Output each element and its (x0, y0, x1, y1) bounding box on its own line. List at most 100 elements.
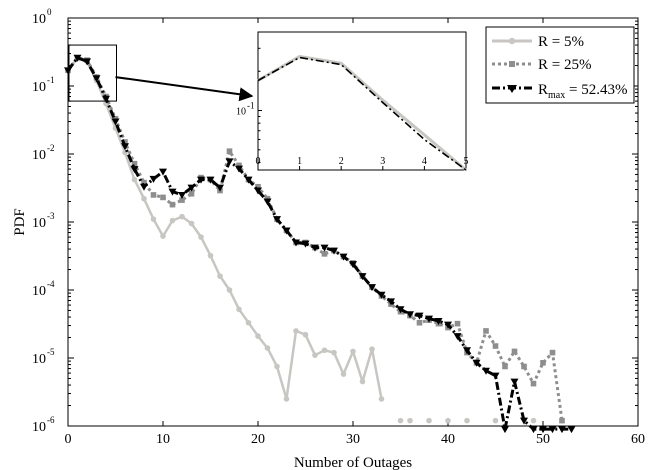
legend-label-rmax-rest: = 52.43% (565, 82, 627, 98)
inset-x-tick-label: 1 (297, 156, 302, 167)
data-point (434, 318, 443, 326)
series-group (64, 54, 576, 434)
data-point (483, 328, 489, 334)
data-point (539, 426, 547, 434)
data-point (140, 183, 148, 191)
data-point (149, 175, 158, 183)
data-point (150, 192, 157, 198)
data-point (510, 378, 519, 386)
inset-frame (257, 31, 467, 171)
data-point (130, 166, 139, 174)
data-point (169, 217, 176, 224)
data-point (226, 148, 233, 154)
data-point (179, 197, 185, 203)
data-point (549, 349, 556, 356)
data-point (453, 333, 462, 341)
data-point (235, 165, 243, 173)
x-tick-label: 50 (536, 432, 550, 447)
y-tick-label: 10 (32, 420, 46, 435)
data-point (558, 426, 566, 434)
data-point (73, 54, 82, 62)
data-point (282, 227, 291, 235)
data-point (122, 139, 128, 145)
data-point (368, 284, 376, 292)
legend: R = 5% R = 25% Rmax = 52.43% (485, 26, 635, 104)
data-point (263, 198, 272, 206)
y-tick-label: 10 (32, 80, 46, 95)
inset-plot: 0 1 2 3 4 5 10-1 (236, 31, 469, 172)
data-point (340, 371, 347, 377)
data-point (548, 426, 557, 434)
data-point (320, 244, 329, 252)
inset-x-tick-label: 5 (464, 156, 469, 167)
data-point (339, 253, 348, 261)
data-point (530, 380, 537, 387)
legend-entry-rmax: Rmax = 52.43% (492, 82, 627, 101)
y-axis-label: PDF (12, 208, 28, 236)
data-point (472, 359, 481, 367)
x-tick-label: 10 (156, 432, 170, 447)
legend-marker-r5 (508, 37, 516, 45)
data-point (425, 315, 433, 323)
inset-x-tick-label: 0 (256, 156, 261, 167)
data-point (254, 187, 262, 195)
legend-label-rmax-sub: max (548, 90, 565, 101)
data-point (559, 417, 565, 424)
inset-series (257, 54, 467, 172)
data-point (426, 417, 432, 424)
data-point (188, 190, 195, 197)
data-point (197, 176, 205, 184)
inset-y-tick-label: 10 (236, 107, 246, 118)
data-point (207, 252, 214, 259)
data-point (482, 367, 490, 375)
series-group (397, 417, 537, 424)
zoom-region-box (68, 44, 117, 102)
data-point (369, 346, 375, 352)
data-point (377, 291, 386, 299)
legend-marker-r25 (509, 61, 515, 67)
data-point (160, 233, 166, 239)
data-point (454, 320, 461, 327)
data-point (520, 417, 528, 425)
data-point (397, 417, 404, 424)
data-point (169, 201, 176, 208)
data-point (331, 349, 337, 356)
data-point (529, 426, 538, 434)
data-point (492, 417, 499, 424)
data-point (492, 343, 499, 349)
data-point (131, 176, 138, 183)
data-point (349, 261, 357, 269)
data-point (264, 345, 271, 351)
y-tick-label: 10 (32, 148, 46, 163)
data-point (160, 194, 166, 201)
inset-x-tick-label: 4 (422, 156, 427, 167)
data-point (198, 234, 204, 240)
data-point (311, 244, 319, 252)
data-point (217, 273, 223, 279)
legend-label-r25: R = 25% (538, 57, 591, 73)
data-point (530, 417, 537, 424)
data-point (511, 348, 518, 355)
data-point (188, 220, 195, 227)
data-point (150, 216, 157, 222)
data-point (293, 328, 299, 334)
data-point (407, 417, 413, 424)
data-point (187, 184, 196, 192)
data-point (358, 273, 367, 281)
inset-series-line (257, 54, 467, 172)
inset-ticks: 0 1 2 3 4 5 10-1 (236, 31, 469, 170)
data-point (236, 162, 242, 169)
data-point (491, 372, 500, 380)
zoom-arrow (115, 76, 254, 102)
data-point (330, 247, 338, 255)
data-point (415, 312, 424, 320)
y-tick-exponent: -5 (47, 347, 55, 357)
y-tick-exponent: -6 (47, 415, 55, 425)
legend-marker-rmax (507, 85, 517, 93)
legend-label-rmax: Rmax = 52.43% (538, 82, 627, 101)
data-point (226, 287, 233, 293)
data-point (444, 321, 452, 329)
series-line (66, 56, 564, 421)
